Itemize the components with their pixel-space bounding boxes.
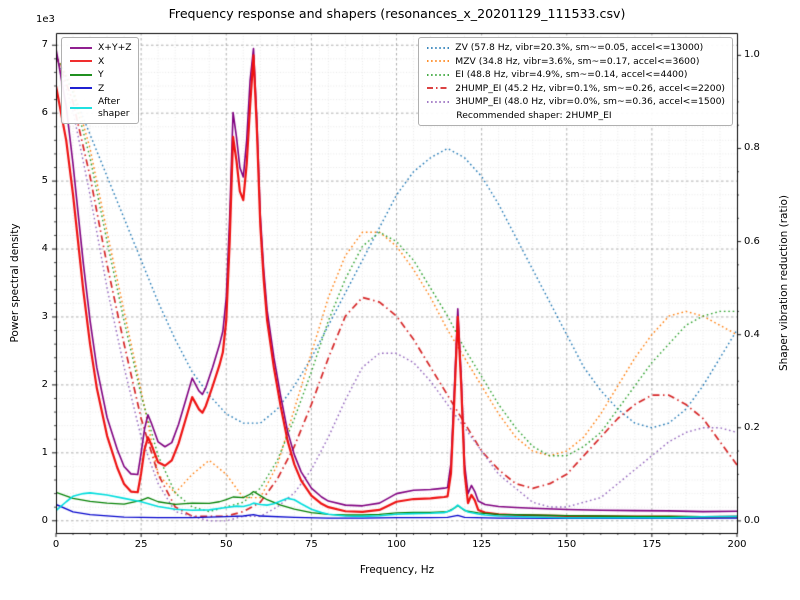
right-y-axis-label: Shaper vibration reduction (ratio): [778, 194, 790, 372]
x-axis-label: Frequency, Hz: [359, 564, 435, 576]
legend-shapers: ZV (57.8 Hz, vibr=20.3%, sm~=0.05, accel…: [418, 37, 733, 126]
legend-item: 3HUMP_EI (48.0 Hz, vibr=0.0%, sm~=0.36, …: [426, 96, 725, 108]
legend-line-sample-icon: [427, 60, 450, 63]
legend-item: Y: [69, 69, 131, 81]
legend-item-label: ZV (57.8 Hz, vibr=20.3%, sm~=0.05, accel…: [455, 42, 704, 53]
legend-psd: X+Y+Z X Y Z After shaper: [61, 37, 139, 124]
legend-item: After shaper: [69, 96, 131, 119]
x-tick-label: 200: [727, 539, 747, 550]
legend-item-label: MZV (34.8 Hz, vibr=3.6%, sm~=0.17, accel…: [455, 55, 700, 67]
x-tick-label: 50: [219, 539, 233, 550]
left-axis-offset-text: 1e3: [36, 14, 55, 25]
left-y-tick-label: 2: [41, 378, 48, 390]
legend-item-label: X+Y+Z: [98, 42, 132, 53]
legend-item-label: 2HUMP_EI (45.2 Hz, vibr=0.1%, sm~=0.26, …: [455, 82, 725, 94]
legend-item: X: [69, 56, 131, 68]
legend-line-sample-icon: [427, 87, 450, 90]
x-tick-label: 125: [472, 539, 492, 550]
legend-line-sample-icon: [70, 87, 92, 90]
right-y-tick-label: 0.4: [744, 328, 760, 340]
legend-item-label: 3HUMP_EI (48.0 Hz, vibr=0.0%, sm~=0.36, …: [455, 96, 725, 107]
left-y-tick-label: 5: [41, 175, 48, 187]
legend-item-label: X: [98, 55, 105, 67]
legend-item-label: Y: [98, 69, 104, 80]
legend-item-label: After shaper: [98, 96, 130, 119]
right-y-tick-label: 0.8: [744, 142, 760, 154]
x-tick-label: 175: [642, 539, 662, 550]
legend-item-label: EI (48.8 Hz, vibr=4.9%, sm~=0.14, accel<…: [455, 69, 688, 80]
right-y-tick-label: 0.2: [744, 421, 760, 433]
legend-item-label: Z: [98, 82, 105, 94]
legend-item: 2HUMP_EI (45.2 Hz, vibr=0.1%, sm~=0.26, …: [426, 83, 725, 95]
legend-item: ZV (57.8 Hz, vibr=20.3%, sm~=0.05, accel…: [426, 42, 725, 54]
legend-item: Z: [69, 83, 131, 95]
left-y-tick-label: 7: [41, 39, 48, 51]
chart-title: Frequency response and shapers (resonanc…: [168, 6, 626, 21]
right-y-tick-label: 1.0: [744, 49, 760, 61]
x-tick-label: 0: [52, 539, 60, 550]
legend-item: MZV (34.8 Hz, vibr=3.6%, sm~=0.17, accel…: [426, 56, 725, 68]
legend-line-sample-icon: [70, 73, 92, 76]
left-y-tick-label: 6: [41, 107, 48, 119]
right-y-tick-label: 0.0: [744, 514, 760, 526]
left-y-tick-label: 1: [41, 446, 48, 458]
x-tick-label: 150: [557, 539, 577, 550]
legend-note: Recommended shaper: 2HUMP_EI: [456, 109, 612, 121]
legend-line-sample-icon: [70, 106, 92, 109]
legend-line-sample-icon: [70, 46, 92, 49]
legend-item: EI (48.8 Hz, vibr=4.9%, sm~=0.14, accel<…: [426, 69, 725, 81]
left-y-axis-label: Power spectral density: [9, 223, 21, 343]
legend-item: X+Y+Z: [69, 42, 132, 54]
legend-line-sample-icon: [427, 46, 450, 49]
legend-line-sample-icon: [427, 100, 450, 103]
left-y-tick-label: 4: [41, 243, 48, 255]
legend-line-sample-icon: [70, 60, 92, 63]
x-tick-label: 100: [386, 539, 407, 550]
right-y-tick-label: 0.6: [744, 235, 760, 247]
legend-line-sample-icon: [427, 73, 450, 76]
left-y-tick-label: 3: [41, 310, 48, 322]
x-tick-label: 25: [134, 539, 148, 550]
left-y-tick-label: 0: [41, 514, 48, 526]
x-tick-label: 75: [305, 539, 318, 550]
